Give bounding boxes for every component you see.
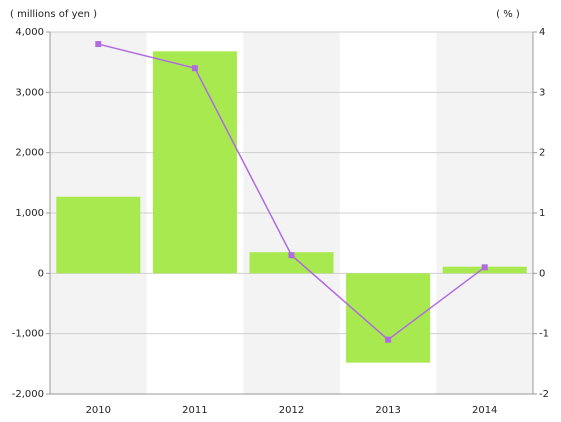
marker	[385, 336, 392, 343]
y2-tick-label: 1	[539, 208, 545, 219]
y-tick-label: 2,000	[15, 148, 44, 159]
x-tick-label: 2013	[375, 405, 400, 416]
bar	[56, 196, 141, 274]
marker	[288, 252, 295, 259]
y-tick-label: 1,000	[15, 208, 44, 219]
marker	[191, 65, 198, 72]
x-tick-label: 2014	[472, 405, 497, 416]
x-tick-label: 2011	[182, 405, 207, 416]
marker	[95, 41, 102, 48]
bar	[152, 51, 237, 274]
x-tick-label: 2012	[279, 405, 304, 416]
y-tick-label: 0	[38, 268, 44, 279]
y2-tick-label: 3	[539, 87, 545, 98]
y-tick-label: -1,000	[12, 329, 44, 340]
y2-tick-label: -2	[539, 389, 549, 400]
y2-axis-label: ( % )	[496, 9, 520, 20]
y-axis-label: ( millions of yen )	[10, 9, 97, 20]
y2-tick-label: 2	[539, 148, 545, 159]
y-tick-label: -2,000	[12, 389, 44, 400]
bar	[249, 252, 334, 274]
y-tick-label: 3,000	[15, 87, 44, 98]
y2-tick-label: 4	[539, 27, 545, 38]
marker	[481, 264, 488, 271]
y2-tick-label: 0	[539, 268, 545, 279]
y2-tick-label: -1	[539, 329, 549, 340]
y-tick-label: 4,000	[15, 27, 44, 38]
x-tick-label: 2010	[86, 405, 111, 416]
